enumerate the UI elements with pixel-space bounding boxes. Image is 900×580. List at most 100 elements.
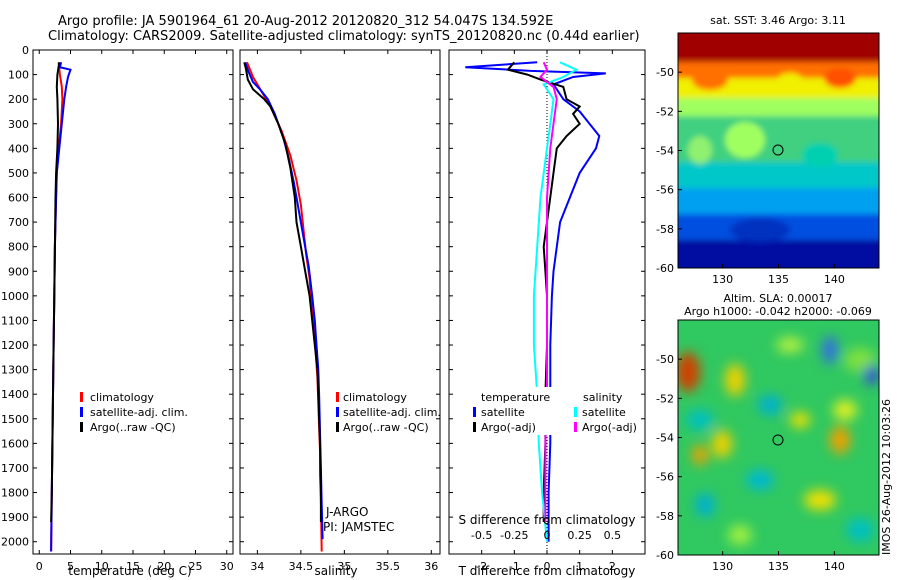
sst-band-green — [678, 116, 879, 166]
sla-blob — [864, 365, 879, 385]
y-tick-label: 1700 — [1, 462, 29, 475]
legend-swatch-s-satellite — [574, 407, 577, 417]
series-line-argo-raw-qc- — [50, 62, 61, 523]
sst-blob — [692, 70, 728, 90]
sst-band-teal — [678, 162, 879, 190]
sst-band-lightgreen — [678, 98, 879, 118]
y-tick-label: 300 — [8, 118, 29, 131]
sst-field — [678, 33, 879, 268]
x2-tick-label: -0.25 — [500, 529, 528, 542]
sst-map-title: sat. SST: 3.46 Argo: 3.11 — [710, 14, 846, 27]
sla-blob — [804, 490, 836, 510]
legend-swatch-satellite — [336, 407, 339, 417]
argo-position-marker — [772, 144, 784, 156]
x-tick-label: 0 — [544, 560, 551, 573]
y-tick-label: 400 — [8, 142, 29, 155]
sst-map-panel: sat. SST: 3.46 Argo: 3.11 — [656, 14, 880, 286]
x-tick-label: 2 — [609, 560, 616, 573]
figure-title-line1: Argo profile: JA 5901964_61 20-Aug-2012 … — [58, 14, 554, 29]
temperature-axes-frame — [32, 49, 234, 555]
sst-band-darkblue — [678, 240, 879, 268]
x2-tick-label: -0.5 — [471, 529, 492, 542]
difference-depth-ticks — [449, 49, 645, 543]
x-tick-label: 15 — [126, 560, 140, 573]
temperature-depth-axis: 0 100 200 300 400 500 600 700 800 900 1000 1100 1200… — [1, 44, 233, 549]
legend-label-satellite: satellite-adj. clim. — [90, 406, 188, 419]
x-tick-label: 34 — [250, 560, 264, 573]
sla-blob — [728, 525, 752, 545]
y-tick-label: 1900 — [1, 511, 29, 524]
y-tick-label: 200 — [8, 93, 29, 106]
difference-legend: temperature salinity satellite Argo(-adj… — [470, 387, 637, 435]
y-tick-label: 2000 — [1, 536, 29, 549]
map-x-tick-label: 140 — [824, 273, 845, 286]
x-tick-label: 5 — [67, 560, 74, 573]
legend-label-argo: Argo(..raw -QC) — [343, 421, 429, 434]
y-tick-label: 500 — [8, 167, 29, 180]
legend-swatch-argo — [80, 422, 83, 432]
salinity-legend: climatology satellite-adj. clim. Argo(..… — [336, 391, 441, 434]
map-y-tick-label: -56 — [656, 184, 674, 197]
map-x-tick-label: 140 — [824, 560, 845, 573]
sla-blob — [746, 470, 774, 490]
sla-map-title: Altim. SLA: 0.00017 — [723, 292, 832, 305]
map-y-tick-label: -56 — [656, 471, 674, 484]
x-tick-label: 0 — [36, 560, 43, 573]
sla-blob — [712, 430, 732, 458]
map-y-tick-label: -54 — [656, 432, 674, 445]
map-y-tick-label: -58 — [656, 510, 674, 523]
temperature-xlabel: temperature (deg C) — [68, 564, 191, 578]
salinity-axes-frame — [239, 49, 441, 555]
temperature-panel: 0100200300400500600700800900100011001200… — [1, 44, 234, 578]
y-tick-label: 1400 — [1, 388, 29, 401]
y-tick-label: 100 — [8, 69, 29, 82]
sla-blob — [846, 518, 874, 542]
sst-blob — [824, 68, 856, 88]
sla-map-panel: Altim. SLA: 0.00017 Argo h1000: -0.042 h… — [656, 292, 880, 573]
y-tick-label: 1100 — [1, 314, 29, 327]
x2-tick-label: 0.5 — [604, 529, 622, 542]
legend-swatch-satellite — [80, 407, 83, 417]
sla-blob — [692, 445, 708, 465]
sla-blob — [790, 412, 810, 428]
x-tick-label: 35 — [337, 560, 351, 573]
x-tick-label: 20 — [157, 560, 171, 573]
x-tick-label: -2 — [476, 560, 487, 573]
sla-blob — [776, 337, 804, 353]
y-tick-label: 600 — [8, 192, 29, 205]
sst-band-red — [678, 33, 879, 65]
sla-blob — [678, 352, 700, 392]
x-tick-label: 34.5 — [289, 560, 314, 573]
legend-heading-temperature: temperature — [481, 391, 550, 404]
map-y-tick-label: -60 — [656, 262, 674, 275]
figure-title-line2: Climatology: CARS2009. Satellite-adjuste… — [48, 29, 640, 44]
sla-blob — [686, 410, 714, 430]
difference-xlabel: T difference from climatology — [458, 564, 636, 578]
x-tick-label: 10 — [95, 560, 109, 573]
salinity-x-axis: 34 34.5 35 35.5 36 — [250, 50, 438, 573]
salinity-xlabel: salinity — [314, 564, 357, 578]
map-y-tick-label: -52 — [656, 105, 674, 118]
argo-position-marker — [772, 434, 784, 446]
difference-secondary-ticks: -0.5 -0.25 0 0.25 0.5 — [471, 529, 621, 542]
legend-heading-salinity: salinity — [583, 391, 623, 404]
y-tick-label: 1600 — [1, 437, 29, 450]
sla-blob — [822, 336, 838, 364]
legend-label-climatology: climatology — [343, 391, 407, 404]
y-tick-label: 1200 — [1, 339, 29, 352]
map-y-tick-label: -54 — [656, 145, 674, 158]
x2-tick-label: 0.25 — [567, 529, 592, 542]
map-x-tick-label: 135 — [768, 273, 789, 286]
y-tick-label: 700 — [8, 216, 29, 229]
temperature-series — [50, 62, 72, 552]
x-tick-label: 35.5 — [376, 560, 401, 573]
difference-xlabel-secondary: S difference from climatology — [459, 513, 636, 527]
map-y-tick-label: -60 — [656, 549, 674, 562]
sla-blob — [758, 395, 782, 415]
sla-map-subtitle: Argo h1000: -0.042 h2000: -0.069 — [684, 305, 872, 318]
legend-label-climatology: climatology — [90, 391, 154, 404]
salinity-panel: 34 34.5 35 35.5 36 salinity climatology sate… — [239, 49, 441, 578]
y-tick-label: 1000 — [1, 290, 29, 303]
sla-blob — [833, 400, 857, 420]
sst-blob — [730, 218, 790, 242]
